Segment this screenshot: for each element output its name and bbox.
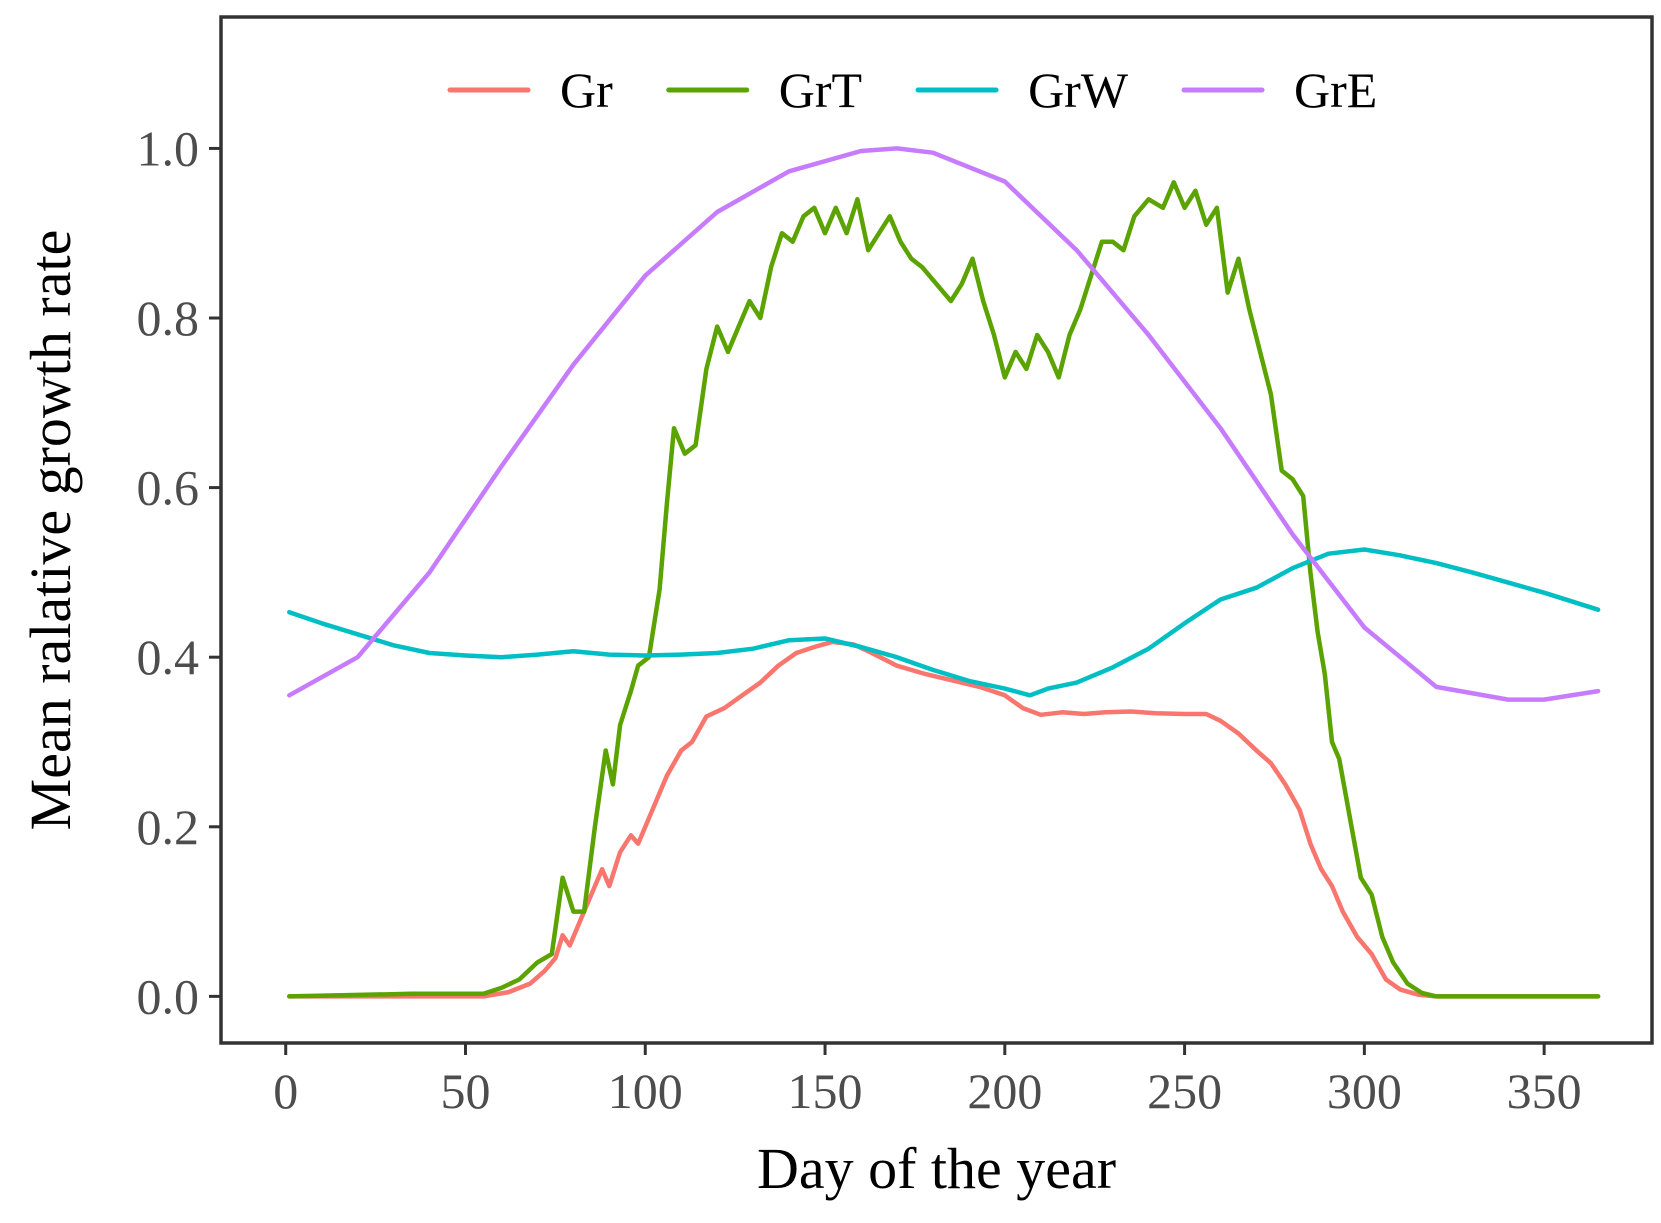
y-tick-label: 0.8 xyxy=(137,290,200,346)
x-tick-label: 300 xyxy=(1327,1063,1402,1119)
x-tick-label: 0 xyxy=(273,1063,298,1119)
series-line-grw xyxy=(287,547,1601,698)
y-tick-label: 0.4 xyxy=(137,629,200,685)
y-axis: 0.0 0.2 0.4 0.6 0.8 1.0 xyxy=(137,120,221,1024)
x-tick-label: 250 xyxy=(1147,1063,1222,1119)
legend: Gr GrT GrW GrE xyxy=(447,62,1377,118)
y-tick-label: 0.0 xyxy=(137,968,200,1024)
x-tick-label: 350 xyxy=(1507,1063,1582,1119)
x-tick-label: 50 xyxy=(440,1063,490,1119)
legend-label-grw: GrW xyxy=(1028,62,1129,118)
x-tick-label: 100 xyxy=(608,1063,683,1119)
y-tick-label: 0.2 xyxy=(137,799,200,855)
x-axis-title: Day of the year xyxy=(757,1136,1116,1201)
y-tick-label: 1.0 xyxy=(137,120,200,176)
legend-label-grt: GrT xyxy=(779,62,862,118)
series-line-grt xyxy=(287,180,1601,999)
series-line-gre xyxy=(287,146,1601,702)
x-tick-label: 150 xyxy=(788,1063,863,1119)
panel-border xyxy=(219,15,1654,1045)
legend-label-gr: Gr xyxy=(560,62,613,118)
x-tick-label: 200 xyxy=(967,1063,1042,1119)
y-tick-label: 0.6 xyxy=(137,460,200,516)
series-line-gr xyxy=(287,639,1601,999)
legend-label-gre: GrE xyxy=(1294,62,1377,118)
y-axis-title: Mean ralative growth rate xyxy=(18,230,83,831)
series-layer xyxy=(287,146,1601,999)
x-axis: 0 50 100 150 200 250 300 350 xyxy=(273,1043,1582,1119)
